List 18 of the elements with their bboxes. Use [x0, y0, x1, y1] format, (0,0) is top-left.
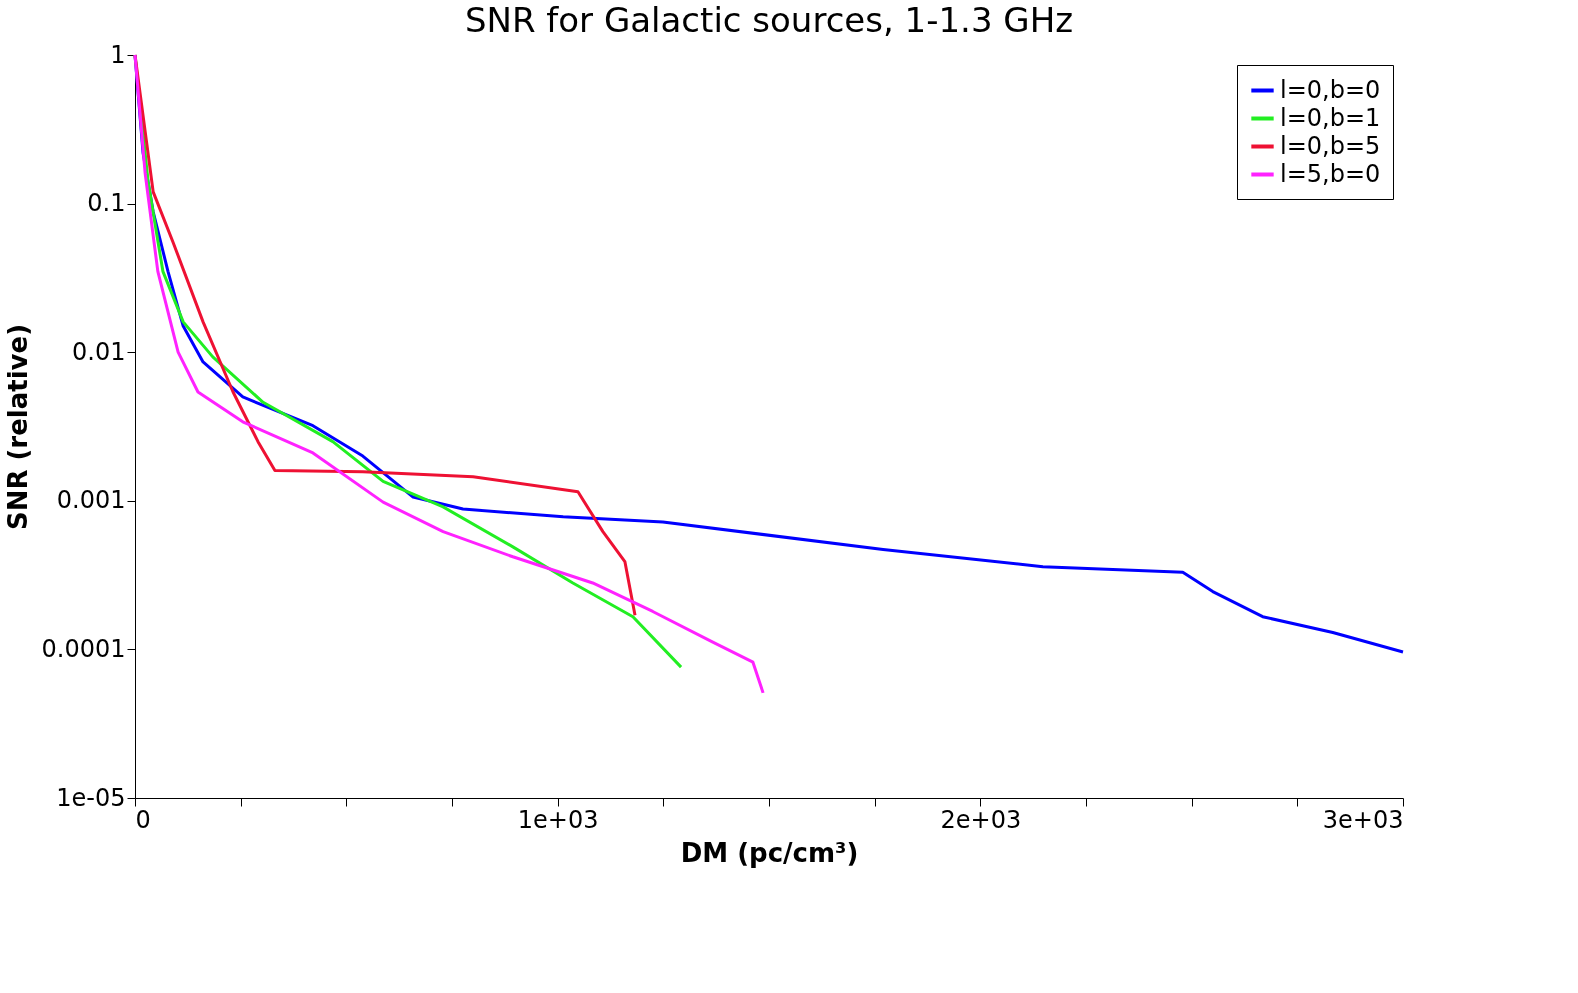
- y-tick-label: 1: [110, 40, 126, 69]
- y-tick-label: 0.001: [56, 486, 126, 515]
- legend-label: l=0,b=0: [1280, 75, 1381, 104]
- y-tick-label: 0.01: [72, 337, 126, 366]
- y-tick-label: 1e-05: [56, 783, 126, 812]
- y-axis-title: SNR (relative): [2, 323, 33, 531]
- line-series: [133, 53, 765, 695]
- y-tick-label: 0.0001: [41, 634, 126, 663]
- y-tick-label: 0.1: [87, 189, 126, 218]
- x-tick-label: 0: [135, 805, 151, 834]
- x-tick-label: 2e+03: [940, 805, 1022, 834]
- chart-title: SNR for Galactic sources, 1-1.3 GHz: [464, 0, 1074, 40]
- legend-label: l=5,b=0: [1280, 159, 1381, 188]
- x-tick-label: 1e+03: [517, 805, 599, 834]
- x-tick-label: 3e+03: [1322, 805, 1404, 834]
- x-axis-title: DM (pc/cm³): [680, 837, 859, 868]
- legend-label: l=0,b=1: [1280, 103, 1381, 132]
- legend-label: l=0,b=5: [1280, 131, 1381, 160]
